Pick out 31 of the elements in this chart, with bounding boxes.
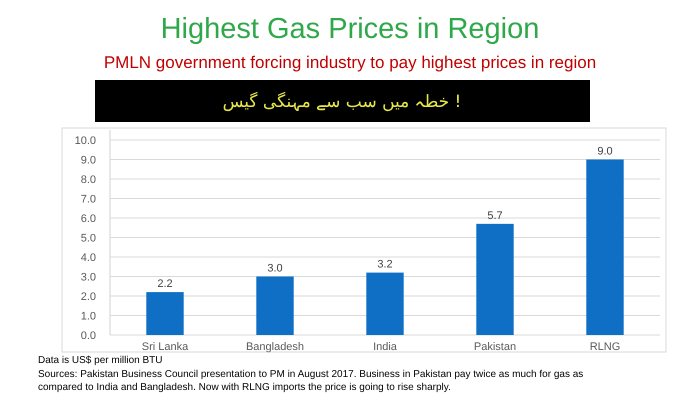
y-tick-label: 10.0 (74, 135, 96, 147)
bar (476, 224, 514, 335)
x-tick-label: India (373, 341, 398, 353)
y-tick-label: 1.0 (80, 310, 96, 322)
y-tick-label: 8.0 (80, 174, 96, 186)
y-tick-label: 5.0 (80, 232, 96, 244)
data-label: 5.7 (487, 210, 503, 222)
x-tick-label: RLNG (590, 341, 620, 353)
bar (146, 292, 184, 335)
y-tick-label: 6.0 (80, 213, 96, 225)
bar (366, 272, 404, 335)
x-tick-label: Bangladesh (246, 341, 304, 353)
chart-title: Highest Gas Prices in Region (160, 13, 540, 45)
source-note: Sources: Pakistan Business Council presentation to PM in August 2017. Business in Pakistan pay twice as much for gas as compared to India and Bangladesh. Now with RLNG imports the price is going to rise sharply. (38, 369, 584, 393)
data-label: 2.2 (157, 278, 173, 290)
bar (256, 276, 294, 335)
chart-subtitle: PMLN government forcing industry to pay highest prices in region (104, 53, 596, 72)
data-label: 9.0 (597, 146, 613, 158)
y-tick-label: 4.0 (80, 252, 96, 264)
y-tick-label: 9.0 (80, 154, 96, 166)
text: Data is US$ per million BTU (38, 355, 162, 366)
data-label: 3.0 (267, 262, 283, 274)
y-tick-label: 3.0 (80, 272, 96, 284)
x-tick-label: Sri Lanka (142, 341, 190, 353)
bar (586, 160, 624, 335)
data-label: 3.2 (377, 258, 393, 271)
y-tick-label: 7.0 (80, 194, 96, 206)
y-tick-label: 0.0 (80, 330, 96, 342)
x-tick-label: Pakistan (474, 341, 516, 353)
text: خطہ میں سب سے مہنگی گیس ! (222, 91, 462, 112)
y-tick-label: 2.0 (80, 291, 96, 303)
